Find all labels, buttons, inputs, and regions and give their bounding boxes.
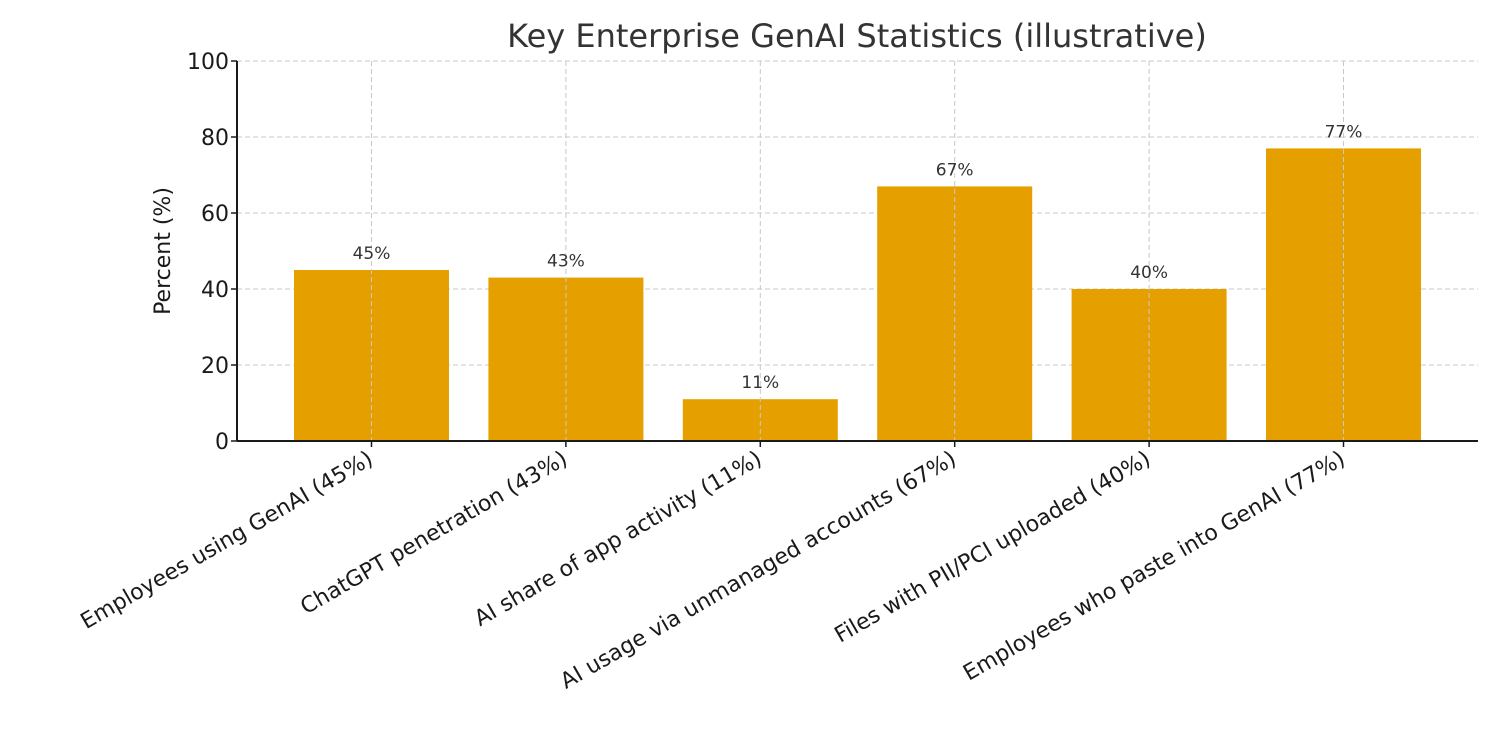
bar [294,270,449,441]
y-tick-label: 100 [187,50,229,75]
data-label: 45% [353,244,391,264]
y-tick-label: 80 [201,126,229,151]
y-tick-label: 20 [201,354,229,379]
data-label: 11% [741,373,779,393]
axes [231,60,1478,447]
x-tick-label: Employees who paste into GenAI (77%) [959,447,1349,687]
x-grid-lines [371,61,1344,441]
y-tick-labels: 0 20 40 60 80 100 [187,50,229,455]
data-label: 43% [547,252,585,272]
data-label: 77% [1325,122,1363,142]
y-tick-label: 40 [201,278,229,303]
x-tick-label: AI usage via unmanaged accounts (67%) [556,447,960,695]
data-label: 40% [1130,263,1168,283]
x-tick-labels: Employees using GenAI (45%)ChatGPT penet… [77,447,1350,695]
y-tick-label: 60 [201,202,229,227]
y-tick-label: 0 [215,430,229,455]
data-labels: 45% 43% 11% 67% 40% 77% [353,122,1363,393]
data-label: 67% [936,160,974,180]
y-axis-label: Percent (%) [151,187,176,315]
x-tick-label: Files with PII/PCI uploaded (40%) [831,447,1155,649]
bars [294,148,1421,441]
chart-title: Key Enterprise GenAI Statistics (illustr… [507,17,1207,55]
